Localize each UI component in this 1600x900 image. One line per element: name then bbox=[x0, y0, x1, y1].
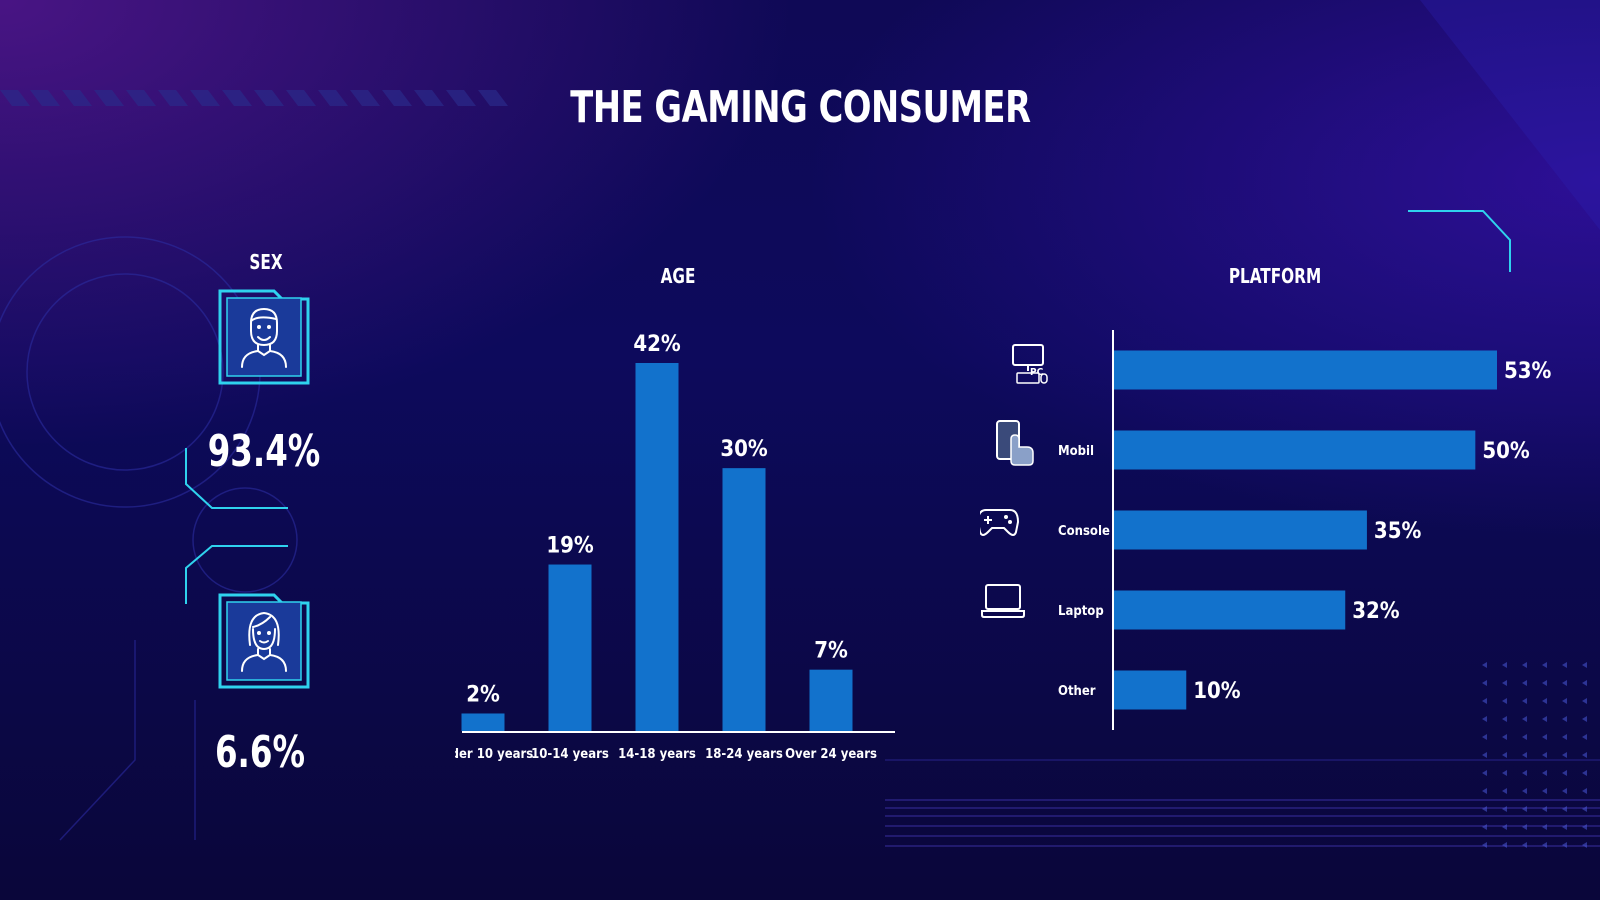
age-category-label: 10-14 years bbox=[531, 747, 609, 762]
age-bar bbox=[809, 669, 853, 731]
age-value-label: 30% bbox=[720, 437, 768, 462]
platform-chart-title: PLATFORM bbox=[1228, 264, 1322, 288]
age-bar bbox=[461, 713, 505, 731]
mobile-touch-icon bbox=[996, 420, 1034, 466]
age-category-label: 14-18 years bbox=[618, 747, 696, 762]
platform-bar bbox=[1114, 430, 1476, 470]
desktop-pc-icon bbox=[1012, 344, 1048, 384]
age-value-label: 2% bbox=[466, 682, 500, 707]
age-bar bbox=[722, 468, 766, 731]
age-bar bbox=[635, 363, 679, 731]
platform-value-label: 10% bbox=[1193, 679, 1241, 704]
laptop-icon bbox=[981, 584, 1025, 618]
platform-category-label: Console bbox=[1058, 524, 1110, 539]
age-category-label: 18-24 years bbox=[705, 747, 783, 762]
age-bar-chart: 2% Under 10 years 19% 10-14 years 42% 14-18 y… bbox=[455, 332, 895, 762]
platform-bar bbox=[1114, 670, 1187, 710]
platform-bar bbox=[1114, 590, 1346, 630]
platform-value-label: 53% bbox=[1504, 359, 1552, 384]
platform-value-label: 32% bbox=[1352, 599, 1400, 624]
age-value-label: 7% bbox=[814, 639, 848, 664]
platform-value-label: 35% bbox=[1374, 519, 1422, 544]
male-avatar-icon bbox=[218, 289, 310, 385]
male-percent: 93.4% bbox=[207, 426, 321, 477]
age-value-label: 42% bbox=[633, 332, 681, 357]
platform-category-label: Laptop bbox=[1058, 604, 1104, 619]
female-percent: 6.6% bbox=[214, 727, 306, 778]
sex-heading: SEX bbox=[249, 250, 283, 274]
platform-value-label: 50% bbox=[1482, 439, 1530, 464]
gamepad-icon bbox=[980, 509, 1020, 536]
age-value-label: 19% bbox=[546, 534, 594, 559]
age-category-label: Under 10 years bbox=[455, 747, 533, 762]
platform-bar bbox=[1114, 350, 1497, 390]
age-category-label: Over 24 years bbox=[785, 747, 877, 762]
platform-bar bbox=[1114, 510, 1367, 550]
age-chart-title: AGE bbox=[660, 264, 696, 288]
platform-category-label: Mobil bbox=[1058, 444, 1094, 459]
platform-category-label: Other bbox=[1058, 684, 1096, 699]
page-title: THE GAMING CONSUMER bbox=[570, 82, 1031, 133]
age-bar bbox=[548, 564, 592, 731]
female-avatar-icon bbox=[218, 593, 310, 689]
